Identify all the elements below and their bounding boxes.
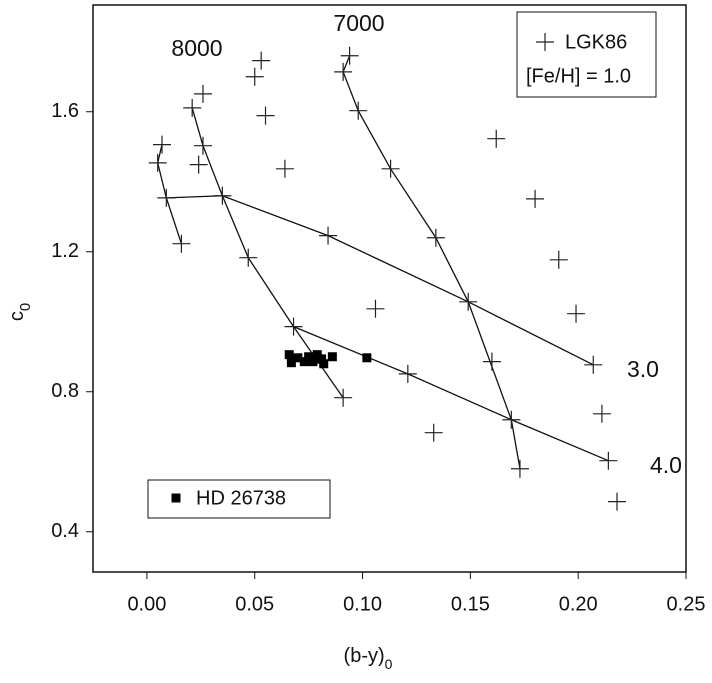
x-tick-label: 0.05 (235, 593, 274, 615)
model-curve (191, 107, 344, 399)
y-tick-label: 0.8 (51, 380, 79, 402)
square-marker (299, 357, 309, 367)
plot-frame (92, 4, 687, 573)
plus-marker (592, 404, 611, 423)
plus-marker (189, 155, 208, 174)
square-marker (319, 359, 329, 369)
y-label-main: c (6, 311, 28, 321)
legend-marker (171, 493, 181, 503)
square-marker (308, 357, 318, 367)
plus-marker (349, 101, 368, 120)
plus-marker (487, 129, 506, 148)
plus-marker (426, 228, 445, 247)
model-curve (293, 326, 609, 462)
model-curve (157, 144, 183, 244)
square-marker (293, 353, 303, 363)
model-curve (342, 55, 521, 469)
x-label-main: (b-y) (344, 645, 385, 667)
square-marker (286, 358, 296, 368)
curve-label: 4.0 (650, 452, 682, 478)
y-tick-label: 1.2 (51, 240, 79, 262)
plus-marker (172, 234, 191, 253)
plus-marker (284, 317, 303, 336)
plus-marker (482, 352, 501, 371)
plus-marker (549, 250, 568, 269)
plus-marker (366, 299, 385, 318)
x-tick-label: 0.00 (127, 593, 166, 615)
curve-label: 3.0 (627, 356, 659, 382)
plus-marker (252, 51, 271, 70)
legend-note: [Fe/H] = 1.0 (526, 65, 631, 87)
legend-label: HD 26738 (196, 487, 286, 509)
y-tick-label: 0.4 (51, 520, 79, 542)
plus-marker (424, 423, 443, 442)
plus-marker (153, 135, 172, 154)
plus-marker (510, 459, 529, 478)
plus-marker (334, 388, 353, 407)
x-axis-label: (b-y)0 (344, 645, 393, 671)
x-tick-label: 0.25 (667, 593, 706, 615)
plus-marker (381, 159, 400, 178)
plus-marker (334, 62, 353, 81)
plus-marker (245, 67, 264, 86)
plus-marker (148, 153, 167, 172)
curve-label: 7000 (333, 10, 384, 36)
legend-marker (536, 33, 554, 51)
x-label-sub: 0 (385, 656, 393, 672)
square-marker (317, 354, 327, 364)
square-marker (362, 353, 372, 363)
plus-marker (183, 98, 202, 117)
plus-marker (319, 226, 338, 245)
plus-marker (193, 84, 212, 103)
plus-marker (502, 410, 521, 429)
plus-marker (584, 355, 603, 374)
plus-marker (275, 159, 294, 178)
plus-marker (398, 364, 417, 383)
plus-marker (599, 451, 618, 470)
plus-marker (340, 46, 359, 65)
x-tick-label: 0.20 (559, 593, 598, 615)
plus-marker (256, 106, 275, 125)
model-curve (166, 195, 594, 366)
curve-label: 8000 (171, 35, 222, 61)
x-tick-label: 0.15 (451, 593, 490, 615)
y-axis-label: c0 (6, 303, 34, 321)
y-label-sub: 0 (17, 303, 34, 311)
plus-marker (213, 186, 232, 205)
plus-marker (157, 188, 176, 207)
square-marker (304, 352, 314, 362)
x-tick-label: 0.10 (343, 593, 382, 615)
y-tick-label: 1.6 (51, 100, 79, 122)
legend-label: LGK86 (565, 31, 627, 53)
plus-marker (607, 492, 626, 511)
plus-marker (526, 189, 545, 208)
plus-marker (193, 136, 212, 155)
square-marker (284, 350, 294, 360)
square-marker (327, 352, 337, 362)
plus-marker (567, 304, 586, 323)
legend-box (516, 11, 657, 98)
plus-marker (239, 248, 258, 267)
legend-top: [Fe/H] = 1.0 (516, 11, 657, 98)
plus-marker (459, 292, 478, 311)
